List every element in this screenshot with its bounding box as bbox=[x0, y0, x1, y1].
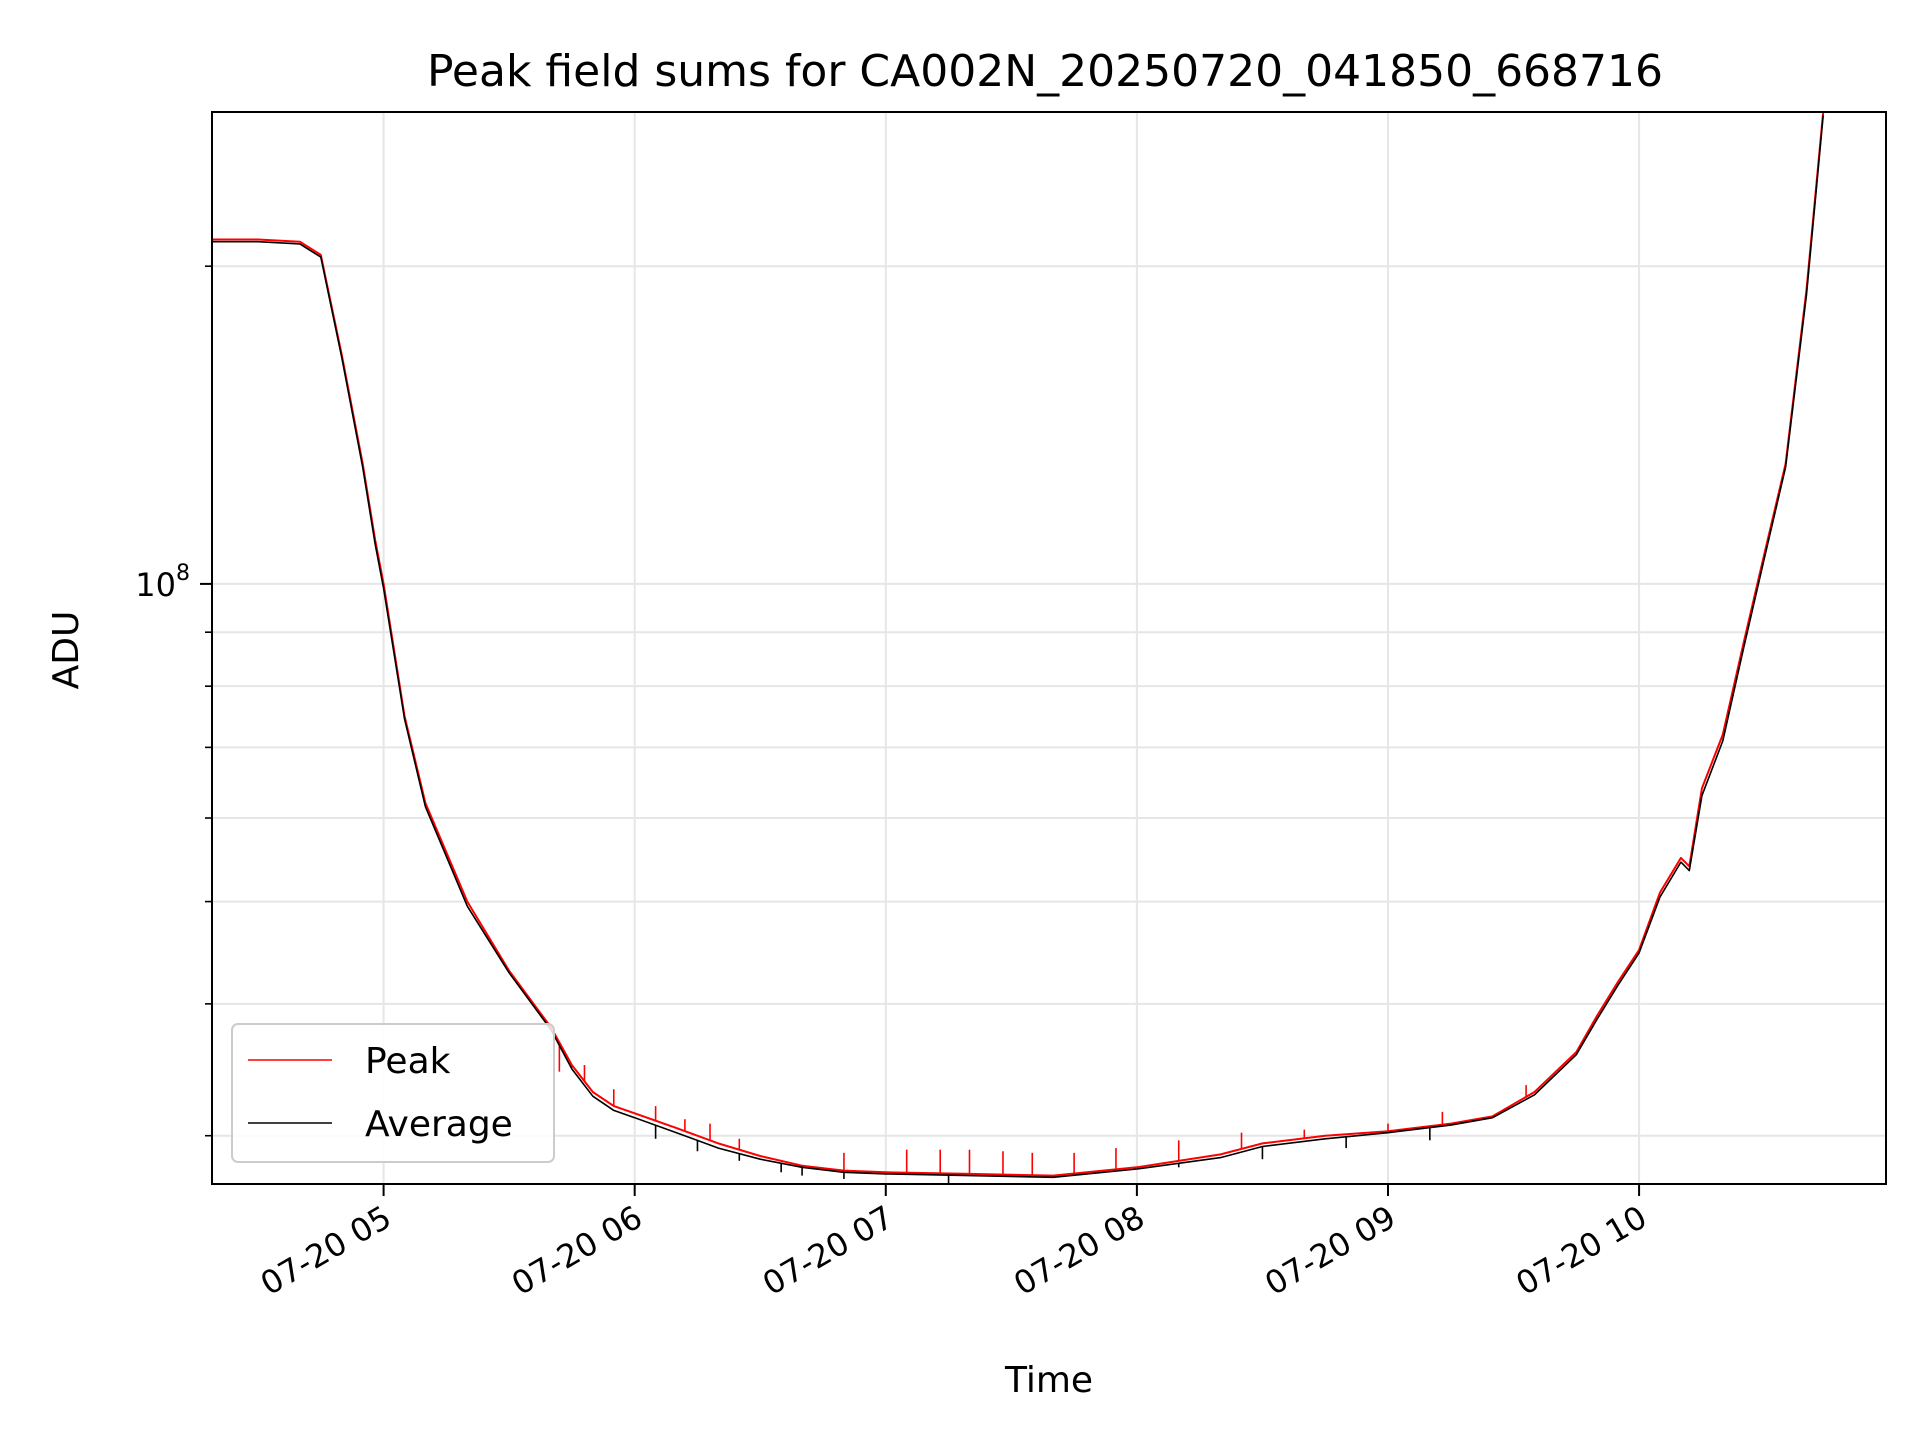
legend: Peak Average bbox=[231, 1023, 555, 1163]
series-layer bbox=[212, 112, 1825, 1184]
x-axis-label: Time bbox=[1004, 1360, 1093, 1401]
legend-box bbox=[231, 1023, 555, 1163]
series-line-average bbox=[212, 115, 1824, 1179]
legend-label-average: Average bbox=[365, 1104, 513, 1145]
y-axis-label: ADU bbox=[46, 611, 87, 690]
plot-frame bbox=[211, 111, 1887, 1185]
plot-area bbox=[212, 112, 1825, 1184]
chart-title: Peak field sums for CA002N_20250720_0418… bbox=[427, 46, 1663, 97]
grid bbox=[212, 112, 1886, 1184]
legend-label-peak: Peak bbox=[365, 1041, 451, 1082]
y-axis: 108 bbox=[135, 265, 212, 1137]
y-tick-label: 108 bbox=[135, 561, 190, 604]
